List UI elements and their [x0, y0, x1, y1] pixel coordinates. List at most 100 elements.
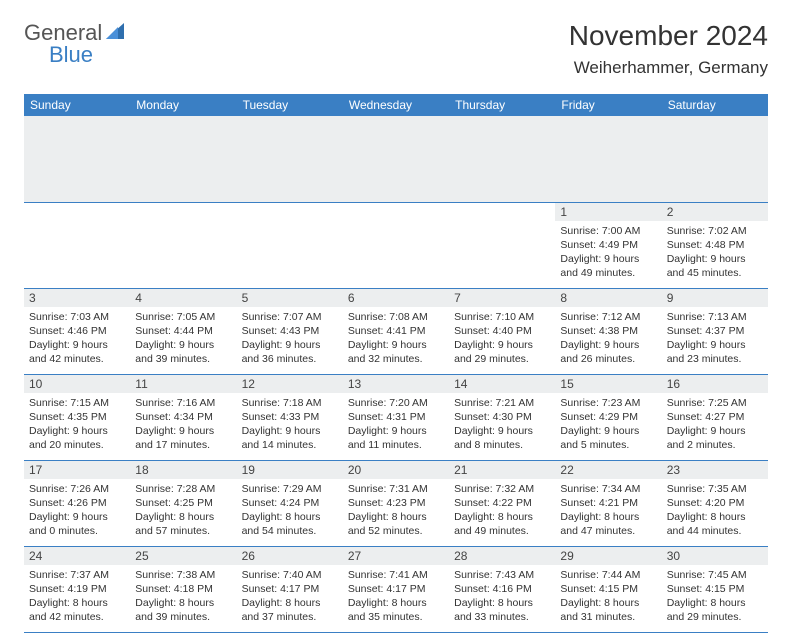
calendar-cell: 13Sunrise: 7:20 AMSunset: 4:31 PMDayligh… [343, 374, 449, 460]
day-details: Sunrise: 7:00 AMSunset: 4:49 PMDaylight:… [555, 221, 661, 284]
day-details: Sunrise: 7:20 AMSunset: 4:31 PMDaylight:… [343, 393, 449, 456]
day-number: 22 [555, 461, 661, 479]
sunset-line: Sunset: 4:48 PM [667, 238, 763, 252]
calendar-cell: 22Sunrise: 7:34 AMSunset: 4:21 PMDayligh… [555, 460, 661, 546]
calendar-cell: 17Sunrise: 7:26 AMSunset: 4:26 PMDayligh… [24, 460, 130, 546]
sunrise-line: Sunrise: 7:18 AM [242, 396, 338, 410]
calendar-cell: 21Sunrise: 7:32 AMSunset: 4:22 PMDayligh… [449, 460, 555, 546]
sunrise-line: Sunrise: 7:26 AM [29, 482, 125, 496]
calendar-body: 1Sunrise: 7:00 AMSunset: 4:49 PMDaylight… [24, 116, 768, 632]
calendar-cell [343, 202, 449, 288]
daylight-line: Daylight: 9 hours and 32 minutes. [348, 338, 444, 366]
day-number: 24 [24, 547, 130, 565]
day-number: 26 [237, 547, 343, 565]
daylight-line: Daylight: 9 hours and 8 minutes. [454, 424, 550, 452]
calendar-cell: 25Sunrise: 7:38 AMSunset: 4:18 PMDayligh… [130, 546, 236, 632]
daylight-line: Daylight: 8 hours and 49 minutes. [454, 510, 550, 538]
sunrise-line: Sunrise: 7:45 AM [667, 568, 763, 582]
daylight-line: Daylight: 9 hours and 39 minutes. [135, 338, 231, 366]
sunset-line: Sunset: 4:24 PM [242, 496, 338, 510]
calendar-cell: 28Sunrise: 7:43 AMSunset: 4:16 PMDayligh… [449, 546, 555, 632]
calendar-cell: 1Sunrise: 7:00 AMSunset: 4:49 PMDaylight… [555, 202, 661, 288]
calendar-cell: 27Sunrise: 7:41 AMSunset: 4:17 PMDayligh… [343, 546, 449, 632]
daylight-line: Daylight: 9 hours and 45 minutes. [667, 252, 763, 280]
sunrise-line: Sunrise: 7:38 AM [135, 568, 231, 582]
day-details: Sunrise: 7:37 AMSunset: 4:19 PMDaylight:… [24, 565, 130, 628]
logo-text-blue: Blue [49, 42, 93, 68]
daylight-line: Daylight: 9 hours and 0 minutes. [29, 510, 125, 538]
sunrise-line: Sunrise: 7:12 AM [560, 310, 656, 324]
header: General November 2024 Weiherhammer, Germ… [24, 20, 768, 78]
day-details: Sunrise: 7:43 AMSunset: 4:16 PMDaylight:… [449, 565, 555, 628]
calendar-cell: 6Sunrise: 7:08 AMSunset: 4:41 PMDaylight… [343, 288, 449, 374]
day-number: 16 [662, 375, 768, 393]
sunset-line: Sunset: 4:27 PM [667, 410, 763, 424]
sunrise-line: Sunrise: 7:23 AM [560, 396, 656, 410]
day-number: 6 [343, 289, 449, 307]
sunset-line: Sunset: 4:26 PM [29, 496, 125, 510]
day-number: 5 [237, 289, 343, 307]
daylight-line: Daylight: 9 hours and 36 minutes. [242, 338, 338, 366]
day-number: 18 [130, 461, 236, 479]
day-details: Sunrise: 7:28 AMSunset: 4:25 PMDaylight:… [130, 479, 236, 542]
daylight-line: Daylight: 8 hours and 39 minutes. [135, 596, 231, 624]
day-number: 8 [555, 289, 661, 307]
sunrise-line: Sunrise: 7:15 AM [29, 396, 125, 410]
day-details: Sunrise: 7:26 AMSunset: 4:26 PMDaylight:… [24, 479, 130, 542]
daylight-line: Daylight: 9 hours and 29 minutes. [454, 338, 550, 366]
day-number: 20 [343, 461, 449, 479]
calendar-cell: 20Sunrise: 7:31 AMSunset: 4:23 PMDayligh… [343, 460, 449, 546]
sunset-line: Sunset: 4:40 PM [454, 324, 550, 338]
calendar-cell [130, 202, 236, 288]
day-details: Sunrise: 7:12 AMSunset: 4:38 PMDaylight:… [555, 307, 661, 370]
sunset-line: Sunset: 4:46 PM [29, 324, 125, 338]
sunset-line: Sunset: 4:31 PM [348, 410, 444, 424]
sunrise-line: Sunrise: 7:28 AM [135, 482, 231, 496]
weekday-header: Friday [555, 94, 661, 116]
daylight-line: Daylight: 8 hours and 54 minutes. [242, 510, 338, 538]
calendar-cell: 23Sunrise: 7:35 AMSunset: 4:20 PMDayligh… [662, 460, 768, 546]
day-details: Sunrise: 7:18 AMSunset: 4:33 PMDaylight:… [237, 393, 343, 456]
sunrise-line: Sunrise: 7:05 AM [135, 310, 231, 324]
day-details: Sunrise: 7:08 AMSunset: 4:41 PMDaylight:… [343, 307, 449, 370]
weekday-header: Tuesday [237, 94, 343, 116]
title-block: November 2024 Weiherhammer, Germany [569, 20, 768, 78]
calendar-head: SundayMondayTuesdayWednesdayThursdayFrid… [24, 94, 768, 116]
daylight-line: Daylight: 8 hours and 57 minutes. [135, 510, 231, 538]
day-number: 11 [130, 375, 236, 393]
calendar-cell: 2Sunrise: 7:02 AMSunset: 4:48 PMDaylight… [662, 202, 768, 288]
sunrise-line: Sunrise: 7:37 AM [29, 568, 125, 582]
day-number: 3 [24, 289, 130, 307]
sunset-line: Sunset: 4:15 PM [667, 582, 763, 596]
day-details: Sunrise: 7:44 AMSunset: 4:15 PMDaylight:… [555, 565, 661, 628]
sunrise-line: Sunrise: 7:41 AM [348, 568, 444, 582]
day-number: 7 [449, 289, 555, 307]
sunset-line: Sunset: 4:21 PM [560, 496, 656, 510]
day-details: Sunrise: 7:13 AMSunset: 4:37 PMDaylight:… [662, 307, 768, 370]
daylight-line: Daylight: 8 hours and 29 minutes. [667, 596, 763, 624]
daylight-line: Daylight: 8 hours and 33 minutes. [454, 596, 550, 624]
sunrise-line: Sunrise: 7:02 AM [667, 224, 763, 238]
sunset-line: Sunset: 4:20 PM [667, 496, 763, 510]
day-details: Sunrise: 7:21 AMSunset: 4:30 PMDaylight:… [449, 393, 555, 456]
day-number: 30 [662, 547, 768, 565]
sunrise-line: Sunrise: 7:35 AM [667, 482, 763, 496]
sunset-line: Sunset: 4:43 PM [242, 324, 338, 338]
calendar-table: SundayMondayTuesdayWednesdayThursdayFrid… [24, 94, 768, 633]
calendar-cell [449, 202, 555, 288]
sunrise-line: Sunrise: 7:44 AM [560, 568, 656, 582]
day-number: 23 [662, 461, 768, 479]
sunset-line: Sunset: 4:18 PM [135, 582, 231, 596]
calendar-week: 3 Sunrise: 7:03 AMSunset: 4:46 PM Daylight… [24, 288, 768, 374]
sunset-line: Sunset: 4:38 PM [560, 324, 656, 338]
day-number: 9 [662, 289, 768, 307]
calendar-week: 24Sunrise: 7:37 AMSunset: 4:19 PMDayligh… [24, 546, 768, 632]
day-details: Sunrise: 7:15 AMSunset: 4:35 PMDaylight:… [24, 393, 130, 456]
calendar-cell: 15Sunrise: 7:23 AMSunset: 4:29 PMDayligh… [555, 374, 661, 460]
day-details: Sunrise: 7:07 AMSunset: 4:43 PMDaylight:… [237, 307, 343, 370]
sunset-line: Sunset: 4:23 PM [348, 496, 444, 510]
sunset-line: Sunset: 4:49 PM [560, 238, 656, 252]
sunrise-line: Sunrise: 7:31 AM [348, 482, 444, 496]
sunset-line: Sunset: 4:37 PM [667, 324, 763, 338]
sunrise-line: Sunrise: 7:03 AM [29, 310, 125, 324]
